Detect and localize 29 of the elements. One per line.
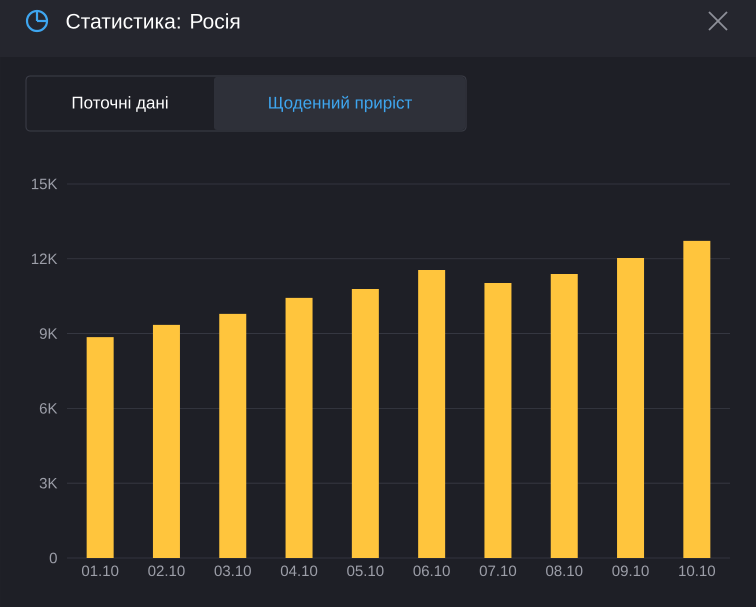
y-tick-label: 9K <box>40 328 58 339</box>
y-tick-label: 0 <box>50 552 57 564</box>
text: Поточні дані <box>72 96 168 112</box>
text: Щоденний приріст <box>269 96 412 112</box>
x-tick-label: 03.10 <box>214 566 251 576</box>
bar <box>152 324 180 558</box>
bar <box>219 314 246 558</box>
bar <box>484 282 512 558</box>
x-tick-label: 04.10 <box>280 566 318 576</box>
bar <box>683 240 710 558</box>
x-tick-label: 01.10 <box>82 566 118 576</box>
x-tick-label: 02.10 <box>148 566 185 576</box>
x-tick-label: 10.10 <box>679 566 716 576</box>
chart-title: Статистика: Росія <box>66 13 240 29</box>
x-tick-label: 09.10 <box>612 566 649 576</box>
y-tick-label: 3K <box>40 478 58 488</box>
bar <box>617 258 644 558</box>
x-tick-label: 06.10 <box>413 566 450 576</box>
bar <box>286 298 313 558</box>
y-tick-label: 12K <box>32 254 58 264</box>
x-tick-label: 07.10 <box>480 566 516 576</box>
bar <box>352 288 379 558</box>
y-tick-label: 6K <box>40 403 58 414</box>
bar <box>418 270 446 558</box>
y-tick-label: 15K <box>32 178 58 190</box>
x-tick-label: 08.10 <box>546 566 582 576</box>
bar <box>550 274 578 558</box>
bar <box>86 337 114 558</box>
x-tick-label: 05.10 <box>347 566 384 576</box>
